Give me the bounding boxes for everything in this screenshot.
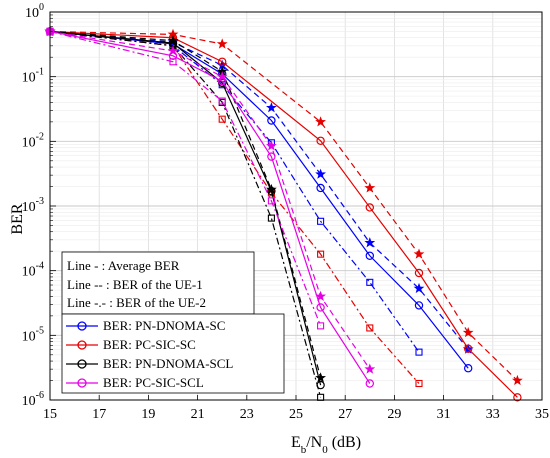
data-point <box>317 217 325 225</box>
y-tick-label: 100 <box>25 2 44 21</box>
y-tick-label: 10-2 <box>22 131 44 150</box>
data-point <box>315 168 326 179</box>
y-tick-label: 10-1 <box>22 67 44 86</box>
legend: BER: PN-DNOMA-SC BER: PC-SIC-SC BER: PN-… <box>61 313 285 394</box>
data-point <box>267 214 275 222</box>
data-point <box>365 251 374 260</box>
series-line <box>49 30 469 369</box>
data-point <box>218 115 226 123</box>
data-point <box>169 58 177 66</box>
data-point <box>513 393 522 402</box>
legend-marker <box>77 359 87 369</box>
data-point <box>415 379 423 388</box>
data-point <box>364 237 376 248</box>
data-point <box>216 71 228 82</box>
y-tick-label: 10-5 <box>22 325 44 344</box>
legend-marker <box>77 340 87 350</box>
x-tick-label: 33 <box>486 407 500 422</box>
y-axis-label: BER <box>9 203 26 234</box>
x-axis-label: Eb/N0 (dB) <box>291 434 361 456</box>
note-average: Line - : Average BER <box>67 258 180 273</box>
legend-marker <box>77 321 87 331</box>
data-point <box>413 248 425 259</box>
data-point <box>366 278 374 286</box>
data-point <box>167 45 179 56</box>
note-ue1: Line -- : BER of the UE-1 <box>67 277 203 292</box>
data-point <box>266 140 277 151</box>
data-point <box>218 97 226 105</box>
data-point <box>464 344 473 353</box>
data-point <box>316 136 325 145</box>
data-point <box>316 303 325 312</box>
data-point <box>414 268 424 278</box>
data-point <box>414 301 424 310</box>
series-line <box>49 30 322 386</box>
x-tick-label: 23 <box>240 407 254 422</box>
data-point <box>216 38 228 49</box>
data-point <box>317 250 325 258</box>
x-tick-label: 21 <box>191 407 205 422</box>
series-line <box>49 30 371 370</box>
x-tick-label: 35 <box>535 407 549 422</box>
x-tick-label: 19 <box>141 407 155 422</box>
note-ue2: Line -.- : BER of the UE-2 <box>67 295 206 310</box>
x-tick-label: 17 <box>92 407 106 422</box>
data-point <box>464 364 473 373</box>
data-point <box>315 290 326 301</box>
data-point <box>267 197 275 205</box>
legend-marker <box>77 378 87 388</box>
series-line <box>49 30 518 398</box>
series-line <box>49 30 322 327</box>
data-point <box>266 102 277 113</box>
x-tick-label: 29 <box>387 407 401 422</box>
series-4 <box>44 25 523 386</box>
data-point <box>316 183 325 193</box>
x-tick-label: 25 <box>289 407 303 422</box>
x-tick-label: 15 <box>43 407 57 422</box>
y-tick-label: 10-3 <box>22 196 44 215</box>
legend-label-pn-dnoma-scl: BER: PN-DNOMA-SCL <box>103 356 233 371</box>
data-point <box>315 372 326 383</box>
data-point <box>317 322 325 330</box>
series-layer <box>44 25 523 402</box>
data-point <box>415 348 423 356</box>
data-point <box>217 57 227 66</box>
data-point <box>267 152 276 161</box>
legend-label-pc-sic-scl: BER: PC-SIC-SCL <box>103 375 204 390</box>
data-point <box>512 374 523 386</box>
notes-box: Line - : Average BER Line -- : BER of th… <box>61 251 255 315</box>
data-point <box>365 379 374 388</box>
y-tick-label: 10-4 <box>22 261 44 280</box>
data-point <box>364 363 376 374</box>
data-point <box>315 116 326 127</box>
data-point <box>366 324 374 332</box>
data-point <box>364 182 376 193</box>
x-tick-label: 31 <box>437 407 451 422</box>
series-line <box>49 30 518 381</box>
x-axis: 15 17 19 21 23 25 27 29 31 33 35 <box>43 395 549 422</box>
y-axis: 100 10-1 10-2 10-3 10-4 10-5 10-6 <box>22 2 56 409</box>
legend-frame <box>61 313 285 394</box>
legend-label-pc-sic-sc: BER: PC-SIC-SC <box>103 337 196 352</box>
series-line <box>49 30 371 384</box>
data-point <box>267 116 276 125</box>
data-point <box>462 326 474 338</box>
data-point <box>266 183 277 195</box>
legend-label-pn-dnoma-sc: BER: PN-DNOMA-SC <box>103 318 225 333</box>
x-tick-label: 27 <box>338 407 352 422</box>
legend-marks <box>66 321 98 388</box>
data-point <box>365 203 374 212</box>
series-line <box>49 30 322 398</box>
data-point <box>413 282 425 294</box>
y-tick-label: 10-6 <box>22 390 44 409</box>
